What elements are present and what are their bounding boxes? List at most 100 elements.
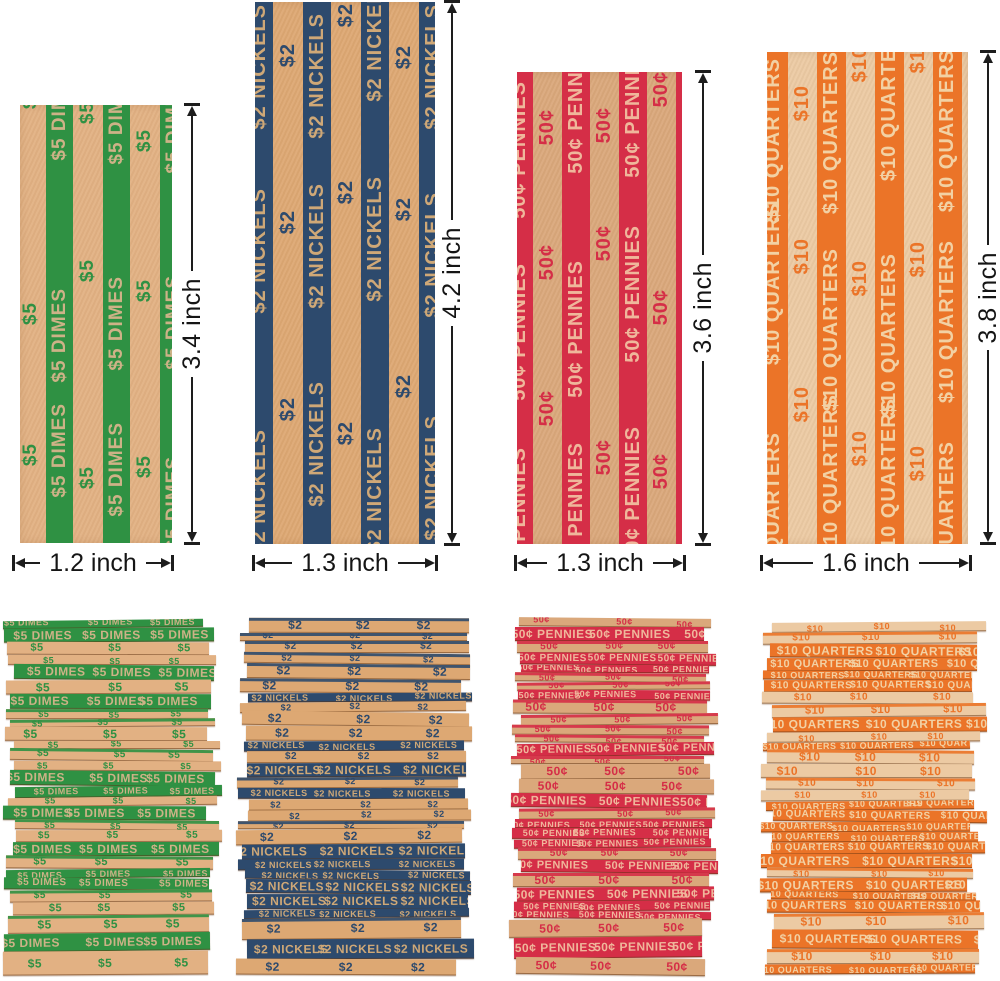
dimension-line bbox=[527, 562, 548, 564]
strip-label: 50¢ bbox=[534, 873, 556, 887]
wrapper-print-text: $5 DIMES bbox=[106, 275, 127, 371]
strip-label: $2 NICKELS bbox=[313, 859, 371, 870]
strip-label: $5 bbox=[48, 902, 63, 915]
strip-label: $5 bbox=[180, 760, 192, 771]
strip-label: $2 NICKELS bbox=[250, 787, 308, 799]
strip-print-row: $5 DIMES $5 DIMES $5 DIMES bbox=[10, 694, 211, 708]
band-edge-line bbox=[516, 640, 708, 645]
wrapper-print-text: $5 bbox=[20, 302, 41, 326]
strip-label: $10 QUARTERS bbox=[760, 877, 855, 892]
stacked-wrapper-strip: $5 DIMES $5 DIMES $5 DIMES bbox=[3, 931, 210, 953]
stacked-wrapper-strip: $5 $5 $5 bbox=[5, 679, 211, 695]
strip-label: $2 bbox=[425, 726, 440, 741]
strip-print-row: $2 NICKELS $2 NICKELS $2 NICKELS bbox=[242, 843, 465, 858]
wrapper-print-text: 50¢ PENNIES bbox=[679, 221, 682, 359]
strip-label: $10 QUARTERS bbox=[765, 964, 833, 975]
wrapper-print-text: $2 NICKELS bbox=[255, 4, 270, 130]
stacked-wrapper-strip: $2 $2 $2 bbox=[236, 776, 459, 789]
wrapper-print-text: 50¢ bbox=[593, 225, 615, 262]
strip-print-row: $10 $10 $10 bbox=[761, 790, 969, 801]
strip-label: 50¢ PENNIES bbox=[520, 652, 588, 665]
strip-label: $5 bbox=[177, 642, 191, 655]
height-dimension-quarters: 3.8 inch bbox=[974, 50, 1000, 545]
height-dimension-nickels: 4.2 inch bbox=[438, 0, 466, 546]
width-dimension-nickels: 1.3 inch bbox=[252, 547, 438, 579]
strip-label: $10 QUARTERS bbox=[849, 679, 932, 691]
width-dimension-pennies: 1.3 inch bbox=[514, 547, 686, 579]
wrapper-print-text: $10 QUARTERS bbox=[936, 240, 958, 404]
wrapper-print-text: 50¢ PENNIES bbox=[622, 224, 644, 363]
strip-label: $5 DIMES bbox=[13, 841, 72, 856]
strip-label: 50¢ PENNIES bbox=[653, 900, 710, 911]
wrapper-print-text: 50¢ bbox=[593, 439, 615, 476]
arrow-down-icon bbox=[187, 532, 197, 542]
strip-print-row: $5 $5 $5 bbox=[5, 726, 207, 741]
wrapper-print-text: $5 DIMES bbox=[163, 105, 172, 174]
strip-label: $5 DIMES bbox=[150, 627, 210, 642]
strip-label: $5 bbox=[37, 830, 51, 842]
height-label: 3.4 inch bbox=[177, 278, 206, 370]
strip-label: $2 NICKELS bbox=[317, 941, 392, 956]
stacked-wrapper-strip: 50¢ 50¢ 50¢ bbox=[515, 956, 706, 977]
strip-label: $10 bbox=[919, 789, 937, 800]
band-stripe: $5 DIMES $5 DIMES $5 DIMES bbox=[46, 105, 73, 543]
wrapper-print-text: $2 NICKELS bbox=[364, 426, 386, 544]
height-dimension-pennies: 3.6 inch bbox=[689, 70, 717, 546]
strip-label: $5 DIMES bbox=[82, 627, 142, 642]
strip-label: 50¢ bbox=[615, 617, 633, 627]
band-stripe: 50¢ PENNIES 50¢ PENNIES 50¢ PENNIES bbox=[619, 72, 647, 544]
wrapper-print-text: $2 NICKELS bbox=[364, 2, 386, 102]
arrow-up-icon bbox=[447, 3, 457, 13]
strip-label: $10 QUARTERS bbox=[849, 809, 931, 822]
strip-label: $2 bbox=[274, 725, 290, 740]
wrapper-print-text: 50¢ PENNIES bbox=[679, 72, 682, 206]
strip-label: $2 bbox=[285, 750, 298, 762]
strip-label: 50¢ PENNIES bbox=[677, 886, 715, 901]
strip-print-row: $10 QUARTERS$10 QUARTERS$10 QUARTERS bbox=[772, 929, 979, 948]
wrapper-print-text: $5 DIMES bbox=[163, 456, 172, 543]
wrapper-print-text: $5 DIMES bbox=[106, 105, 127, 165]
strip-label: $2 NICKELS bbox=[248, 740, 306, 750]
flat-wrapper-nickels: $2 NICKELS$2 NICKELS$2 NICKELS$2 NICKELS… bbox=[255, 2, 435, 544]
wrapper-print-text: $5 bbox=[77, 105, 98, 125]
dimension-line bbox=[451, 325, 453, 533]
strip-label: $2 bbox=[361, 809, 373, 820]
strip-label: $5 bbox=[172, 901, 186, 914]
strip-label: $5 DIMES bbox=[102, 785, 148, 796]
stacked-wrapper-strip: $10 QUARTERS$10 QUARTERS$10 QUARTERS bbox=[771, 929, 979, 950]
arrow-right-icon bbox=[673, 558, 683, 568]
band-stripe: $5 DIMES $5 DIMES $5 DIMES bbox=[160, 105, 172, 543]
stacked-wrapper-strip: $5 $5 $5 bbox=[3, 950, 209, 976]
wrapper-print-text: $5 bbox=[134, 454, 155, 478]
strip-label: $10 QUARTERS bbox=[862, 853, 959, 868]
strip-label: $5 bbox=[185, 795, 197, 807]
wrapper-print-text: 50¢ PENNIES bbox=[565, 72, 587, 174]
strip-print-row: $10 QUARTERS$10 QUARTERS$10 QUARTERS bbox=[765, 963, 975, 975]
wrapper-print-text: 50¢ PENNIES bbox=[517, 80, 530, 219]
strip-label: 50¢ bbox=[598, 920, 620, 935]
wrapper-print-text: $10 QUARTERS bbox=[767, 201, 784, 365]
stacked-wrapper-strip: $10 QUARTERS$10 QUARTERS$10 QUARTERS bbox=[760, 877, 968, 893]
strip-label: $2 NICKELS bbox=[258, 908, 317, 919]
dimension-tick bbox=[444, 543, 460, 546]
strip-label: $5 bbox=[35, 679, 50, 694]
strip-label: $10 QUARTERS bbox=[911, 963, 975, 973]
strip-print-row: $2 $2 $2 bbox=[249, 798, 468, 809]
strip-label: $2 bbox=[348, 725, 363, 741]
arrow-down-icon bbox=[698, 533, 708, 543]
strip-label: $5 DIMES bbox=[142, 933, 202, 949]
strip-label: $5 bbox=[23, 726, 39, 741]
stacked-wrapper-strip: $2 $2 $2 bbox=[239, 632, 467, 642]
strip-label: $5 DIMES bbox=[139, 694, 198, 709]
strip-label: $5 DIMES bbox=[78, 841, 138, 856]
strip-label: $2 bbox=[417, 701, 429, 712]
stacked-wrapper-strip: $2 NICKELS $2 NICKELS $2 NICKELS bbox=[246, 878, 472, 896]
stacked-wrapper-strip: $10 $10 $10 bbox=[766, 749, 974, 765]
strip-label: $5 bbox=[37, 760, 49, 771]
